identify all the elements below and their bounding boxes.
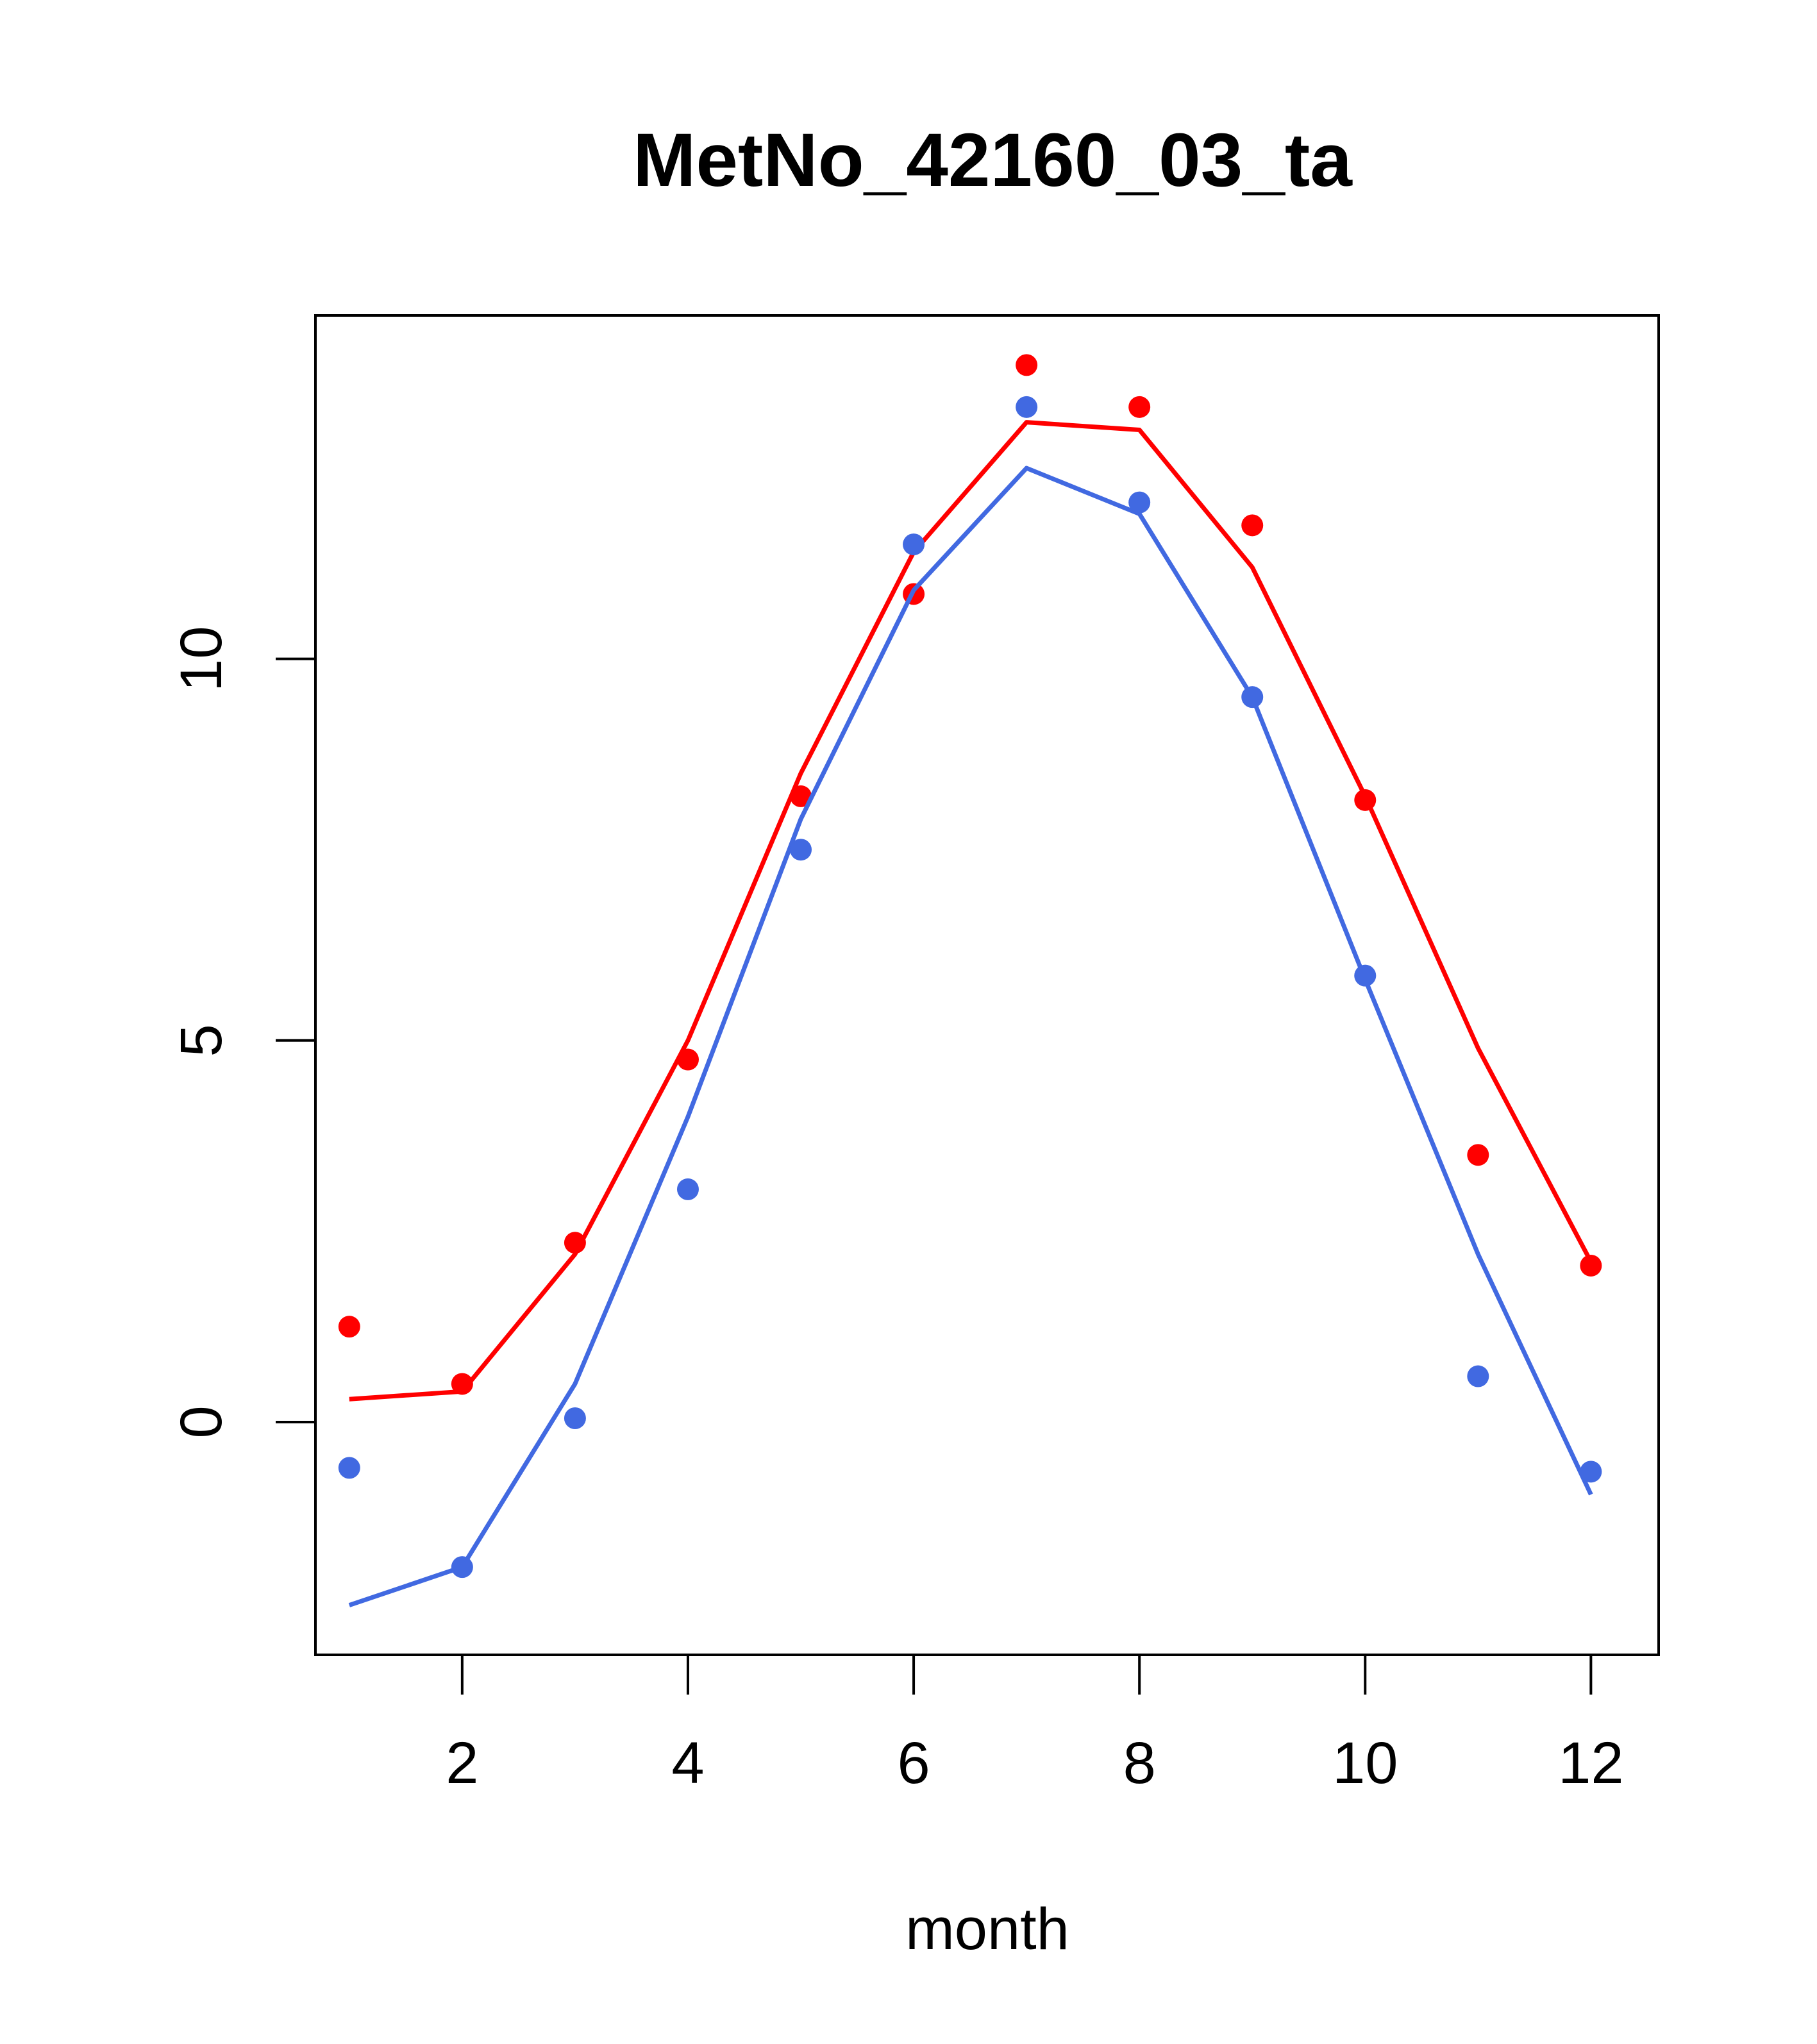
plot-frame bbox=[314, 314, 1660, 1656]
x-tick-label: 8 bbox=[1123, 1730, 1156, 1796]
series-point bbox=[451, 1373, 473, 1395]
series-point bbox=[676, 1178, 699, 1200]
x-axis: 2 4 6 8 10 12 bbox=[446, 1654, 1624, 1796]
series-point bbox=[1467, 1365, 1489, 1387]
x-tick-label: 10 bbox=[1332, 1730, 1398, 1796]
chart-title: MetNo_42160_03_ta bbox=[633, 118, 1353, 203]
series-point bbox=[564, 1232, 586, 1254]
series-2 bbox=[338, 396, 1602, 1607]
series-point bbox=[1016, 354, 1038, 376]
series-point bbox=[1128, 491, 1151, 514]
series-point bbox=[1580, 1254, 1602, 1277]
series-point bbox=[1354, 789, 1377, 811]
series-point bbox=[1580, 1461, 1602, 1483]
series-point bbox=[1128, 396, 1151, 418]
y-tick-label: 0 bbox=[169, 1405, 234, 1438]
series-point bbox=[676, 1048, 699, 1071]
y-axis: 0 5 10 bbox=[169, 626, 317, 1439]
series-point bbox=[1241, 514, 1264, 537]
series-point bbox=[451, 1556, 473, 1579]
x-tick-label: 12 bbox=[1558, 1730, 1623, 1796]
series-point bbox=[1241, 686, 1264, 708]
x-tick-label: 4 bbox=[671, 1730, 704, 1796]
series-line bbox=[348, 465, 1593, 1607]
series-line bbox=[349, 420, 1593, 1402]
series-point bbox=[790, 839, 812, 861]
series-point bbox=[338, 1457, 360, 1479]
series-1 bbox=[338, 354, 1602, 1402]
series-point bbox=[790, 785, 812, 807]
series-layer bbox=[338, 354, 1602, 1607]
series-point bbox=[903, 533, 925, 556]
y-tick-label: 10 bbox=[169, 626, 234, 691]
series-point bbox=[1467, 1144, 1489, 1166]
y-tick-label: 5 bbox=[169, 1024, 234, 1057]
series-point bbox=[1016, 396, 1038, 418]
series-point bbox=[1354, 964, 1377, 987]
x-tick-label: 2 bbox=[446, 1730, 478, 1796]
x-axis-label: month bbox=[905, 1897, 1069, 1962]
series-point bbox=[338, 1316, 360, 1338]
series-point bbox=[564, 1407, 586, 1430]
x-tick-label: 6 bbox=[897, 1730, 930, 1796]
